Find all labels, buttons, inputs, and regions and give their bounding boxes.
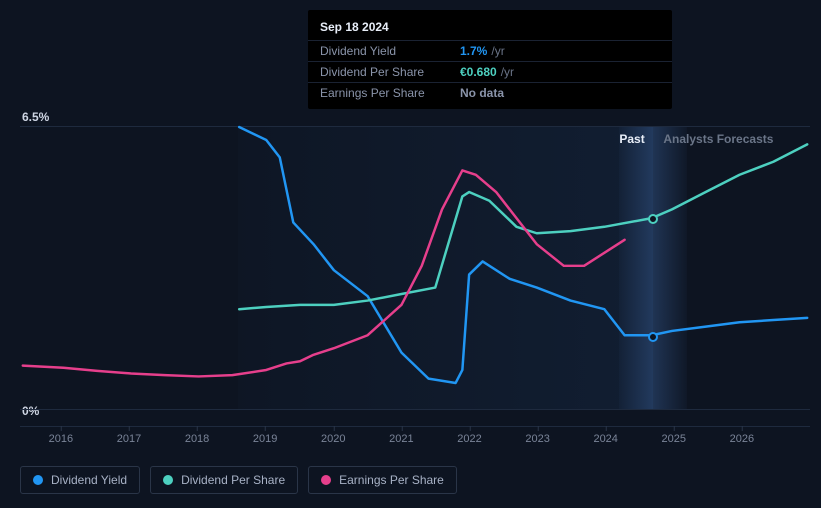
legend: Dividend Yield Dividend Per Share Earnings… [20,466,457,494]
tooltip-date: Sep 18 2024 [308,16,672,40]
x-tick: 2017 [117,433,141,445]
tooltip-row-unit: /yr [501,65,514,79]
x-tick: 2018 [185,433,209,445]
legend-dot [163,475,173,485]
legend-dot [321,475,331,485]
chart: 6.5% 0% Past Analysts Forecasts [20,110,810,410]
x-tick: 2016 [49,433,73,445]
x-tick: 2026 [730,433,754,445]
tooltip-row-unit: /yr [491,44,504,58]
plot-area[interactable]: Past Analysts Forecasts [20,126,810,410]
tooltip-row-value: €0.680 [460,65,497,79]
tooltip-row: Earnings Per ShareNo data [308,82,672,103]
x-tick: 2023 [525,433,549,445]
chart-lines [20,127,810,409]
x-axis: 2016 2017 2018 2019 2020 2021 2022 2023 2024 2025… [20,426,810,446]
tooltip-row-label: Dividend Per Share [320,65,460,79]
tooltip-row-label: Earnings Per Share [320,86,460,100]
tooltip-row-value: No data [460,86,504,100]
legend-item-dividend_yield[interactable]: Dividend Yield [20,466,140,494]
legend-dot [33,475,43,485]
x-tick: 2021 [389,433,413,445]
marker-dividend_per_share [648,214,658,224]
tooltip-row-value: 1.7% [460,44,487,58]
series-earnings_per_share [23,170,625,376]
tooltip-row: Dividend Per Share€0.680/yr [308,61,672,82]
hover-tooltip: Sep 18 2024 Dividend Yield1.7%/yrDividen… [308,10,672,109]
x-tick: 2024 [593,433,617,445]
y-axis-max-label: 6.5% [22,110,49,124]
legend-item-earnings_per_share[interactable]: Earnings Per Share [308,466,457,494]
x-tick: 2019 [253,433,277,445]
x-tick: 2020 [321,433,345,445]
legend-label: Dividend Yield [51,473,127,487]
tooltip-row-label: Dividend Yield [320,44,460,58]
legend-item-dividend_per_share[interactable]: Dividend Per Share [150,466,298,494]
tooltip-row: Dividend Yield1.7% /yr [308,40,672,61]
x-tick: 2025 [662,433,686,445]
legend-label: Dividend Per Share [181,473,285,487]
legend-label: Earnings Per Share [339,473,444,487]
series-dividend_yield [239,127,807,383]
x-tick: 2022 [457,433,481,445]
marker-dividend_yield [648,332,658,342]
